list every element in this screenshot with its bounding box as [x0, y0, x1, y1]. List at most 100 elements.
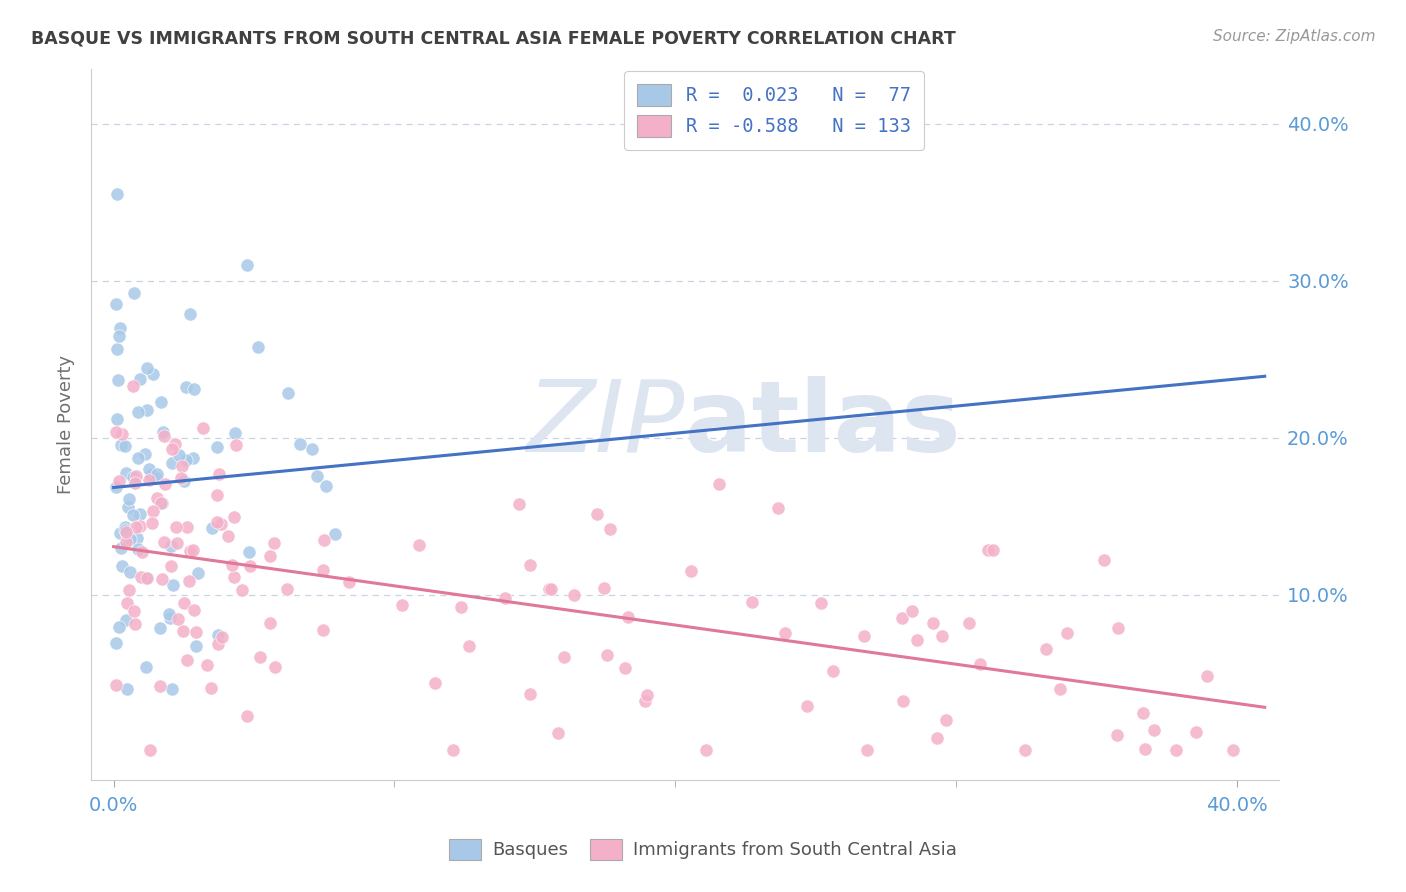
- Point: [160, 456, 183, 470]
- Point: [125, 519, 148, 533]
- Point: [121, 470, 143, 484]
- Point: [105, 411, 128, 425]
- Point: [105, 480, 128, 494]
- Point: [183, 603, 205, 617]
- Point: [129, 507, 152, 521]
- Point: [288, 437, 311, 451]
- Point: [931, 629, 953, 643]
- Point: [107, 620, 129, 634]
- Point: [107, 474, 129, 488]
- Point: [1133, 742, 1156, 756]
- Point: [201, 521, 224, 535]
- Point: [312, 623, 335, 637]
- Point: [852, 629, 875, 643]
- Point: [108, 320, 131, 334]
- Point: [145, 471, 167, 485]
- Point: [129, 372, 152, 386]
- Point: [921, 615, 943, 630]
- Point: [277, 386, 299, 401]
- Point: [1222, 743, 1244, 757]
- Point: [1092, 553, 1115, 567]
- Point: [184, 639, 207, 653]
- Point: [519, 558, 541, 573]
- Point: [222, 509, 245, 524]
- Point: [981, 543, 1004, 558]
- Point: [325, 527, 347, 541]
- Point: [115, 535, 138, 549]
- Point: [458, 639, 481, 653]
- Point: [136, 571, 159, 585]
- Point: [105, 678, 128, 692]
- Point: [174, 380, 197, 394]
- Point: [118, 532, 141, 546]
- Point: [129, 570, 152, 584]
- Point: [145, 467, 167, 482]
- Point: [540, 582, 562, 597]
- Point: [118, 491, 141, 506]
- Point: [239, 558, 262, 573]
- Point: [105, 425, 128, 439]
- Point: [149, 679, 172, 693]
- Point: [450, 599, 472, 614]
- Point: [224, 426, 246, 441]
- Point: [114, 467, 136, 481]
- Point: [562, 588, 585, 602]
- Point: [595, 648, 617, 662]
- Point: [315, 478, 337, 492]
- Point: [276, 582, 298, 596]
- Point: [136, 402, 159, 417]
- Point: [122, 604, 145, 618]
- Point: [208, 467, 231, 482]
- Point: [408, 538, 430, 552]
- Point: [121, 379, 143, 393]
- Point: [138, 462, 160, 476]
- Point: [695, 743, 717, 757]
- Point: [977, 543, 1000, 558]
- Point: [157, 607, 180, 621]
- Point: [1107, 621, 1129, 635]
- Point: [122, 508, 145, 523]
- Point: [160, 558, 183, 573]
- Point: [205, 440, 228, 454]
- Point: [707, 476, 730, 491]
- Point: [163, 437, 186, 451]
- Point: [107, 372, 129, 386]
- Point: [211, 631, 233, 645]
- Point: [810, 596, 832, 610]
- Point: [679, 564, 702, 578]
- Point: [108, 526, 131, 541]
- Point: [117, 597, 139, 611]
- Point: [1049, 682, 1071, 697]
- Point: [547, 726, 569, 740]
- Legend: Basques, Immigrants from South Central Asia: Basques, Immigrants from South Central A…: [441, 831, 965, 867]
- Point: [172, 624, 194, 639]
- Text: ZIP: ZIP: [527, 376, 685, 473]
- Point: [890, 611, 912, 625]
- Point: [124, 468, 146, 483]
- Point: [617, 609, 640, 624]
- Point: [127, 404, 149, 418]
- Point: [108, 328, 131, 343]
- Point: [110, 541, 132, 556]
- Point: [150, 572, 173, 586]
- Point: [537, 582, 560, 596]
- Y-axis label: Female Poverty: Female Poverty: [58, 355, 75, 494]
- Point: [159, 610, 181, 624]
- Point: [135, 571, 157, 585]
- Point: [236, 709, 259, 723]
- Point: [115, 528, 138, 542]
- Point: [105, 297, 128, 311]
- Point: [935, 713, 957, 727]
- Point: [169, 471, 191, 485]
- Point: [153, 477, 176, 491]
- Point: [195, 657, 218, 672]
- Point: [200, 681, 222, 695]
- Point: [152, 534, 174, 549]
- Point: [125, 531, 148, 545]
- Point: [312, 533, 335, 548]
- Point: [773, 625, 796, 640]
- Point: [205, 488, 228, 502]
- Point: [153, 429, 176, 443]
- Point: [114, 524, 136, 538]
- Point: [236, 258, 259, 272]
